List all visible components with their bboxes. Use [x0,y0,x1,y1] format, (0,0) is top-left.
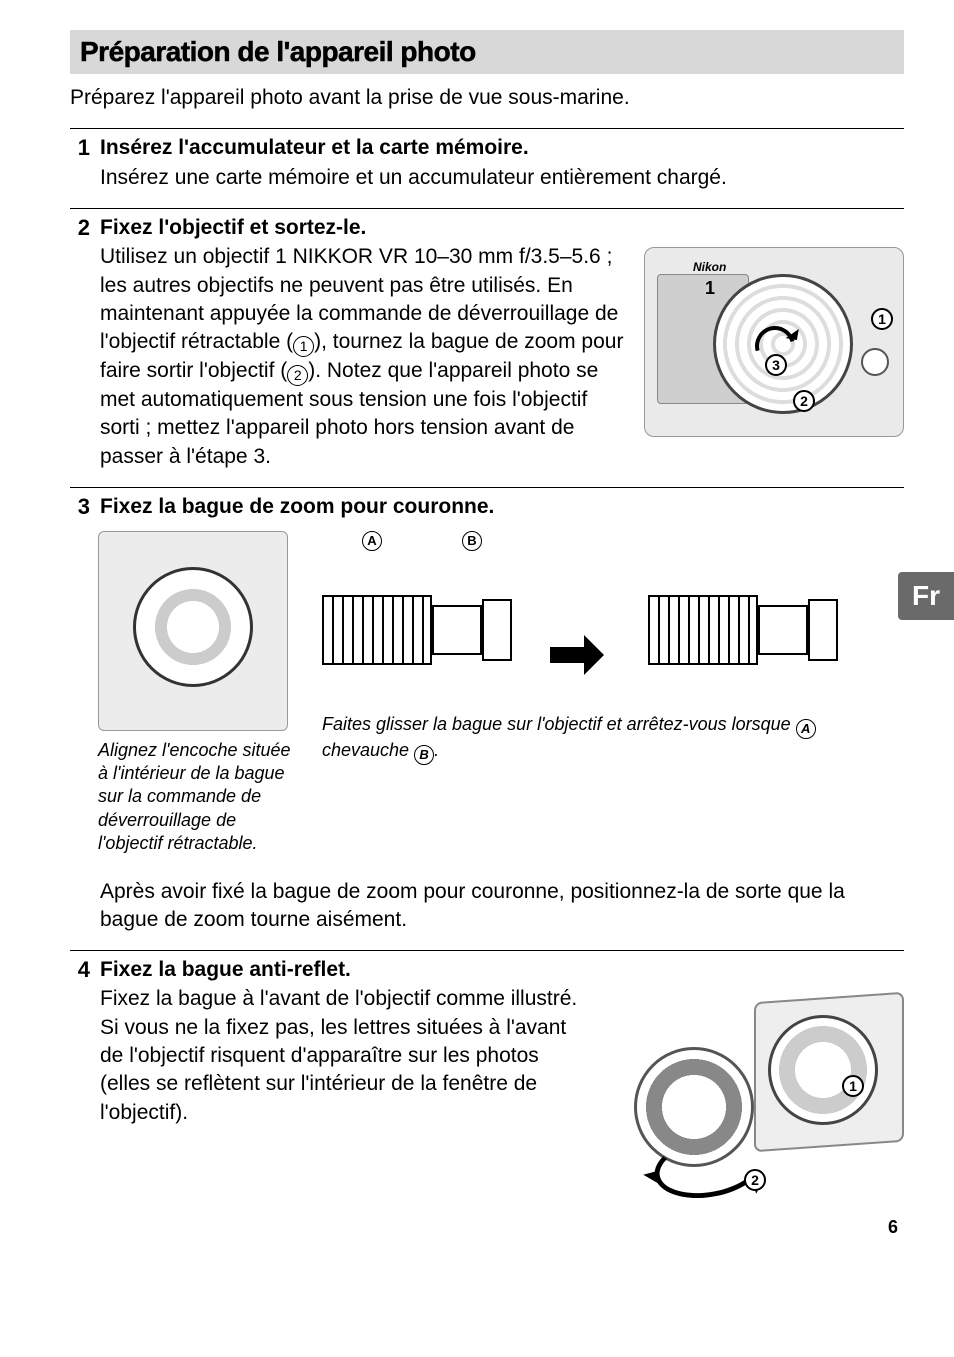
step-text-col: Utilisez un objectif 1 NIKKOR VR 10–30 m… [100,241,626,471]
barrel-icon [648,595,758,665]
step-body: Fixez l'objectif et sortez-le. Utilisez … [100,215,904,471]
section-title: Préparation de l'appareil photo [80,36,894,68]
divider [70,128,904,129]
lens-slide-row [322,555,904,705]
inline-badge-2: 2 [287,365,308,386]
step-number: 3 [70,494,90,520]
lens-diagram-after [618,555,858,705]
step-number: 4 [70,957,90,1197]
step-text: Fixez la bague à l'avant de l'objectif c… [100,985,586,1127]
brand-label: Nikon [693,260,726,274]
step-title: Fixez la bague anti-reflet. [100,957,904,983]
step3-after-text: Après avoir fixé la bague de zoom pour c… [100,878,904,935]
figure-camera: Nikon 1 1 2 3 [644,247,904,437]
arrow-right-icon [550,635,610,675]
divider [70,487,904,488]
step-3: 3 Fixez la bague de zoom pour couronne. [70,494,904,520]
step-title: Insérez l'accumulateur et la carte mémoi… [100,135,904,161]
figure-caption: Alignez l'encoche située à l'intérieur d… [98,739,298,856]
step-row: Fixez la bague à l'avant de l'objectif c… [100,983,904,1197]
label-b: B [462,531,482,551]
divider [70,950,904,951]
ext-icon [432,605,482,655]
step-title: Fixez la bague de zoom pour couronne. [100,494,904,520]
dial-icon [861,348,889,376]
inline-label-a: A [796,719,816,739]
page: Préparation de l'appareil photo Préparez… [0,0,954,1258]
figure-zoom-ring-front [98,531,288,731]
step-body: Fixez la bague anti-reflet. Fixez la bag… [100,957,904,1197]
inline-badge-1: 1 [293,336,314,357]
figure-col-2: A B Faites glisser la bague sur l'object… [322,531,904,766]
step-number: 2 [70,215,90,471]
ext-icon [758,605,808,655]
step-2: 2 Fixez l'objectif et sortez-le. Utilise… [70,215,904,471]
step-text-col: Fixez la bague à l'avant de l'objectif c… [100,983,586,1127]
callout-badge-2: 2 [793,390,815,412]
caption-part: chevauche [322,740,414,760]
step-text: Insérez une carte mémoire et un accumula… [100,164,904,192]
lens-front-icon [133,567,253,687]
tip-icon [482,599,512,661]
page-number: 6 [70,1217,904,1238]
lens-face-icon [768,1015,878,1125]
caption-part: . [434,740,439,760]
step-1: 1 Insérez l'accumulateur et la carte mém… [70,135,904,192]
step-body: Insérez l'accumulateur et la carte mémoi… [100,135,904,192]
step-number: 1 [70,135,90,192]
divider [70,208,904,209]
step-4: 4 Fixez la bague anti-reflet. Fixez la b… [70,957,904,1197]
series-label: 1 [705,278,715,299]
section-intro: Préparez l'appareil photo avant la prise… [70,84,904,112]
language-tab: Fr [898,572,954,620]
caption-part: Faites glisser la bague sur l'objectif e… [322,714,796,734]
lens-diagram-before [322,555,542,705]
label-a: A [362,531,382,551]
step3-figures: Alignez l'encoche située à l'intérieur d… [98,531,904,856]
callout-badge-1: 1 [871,308,893,330]
tip-icon [808,599,838,661]
inline-label-b: B [414,745,434,765]
figure-anti-reflect-ring: 1 2 [604,987,904,1197]
section-title-bar: Préparation de l'appareil photo [70,30,904,74]
ab-labels: A B [322,531,904,555]
barrel-icon [322,595,432,665]
step-body: Fixez la bague de zoom pour couronne. [100,494,904,520]
step-row: Utilisez un objectif 1 NIKKOR VR 10–30 m… [100,241,904,471]
step-title: Fixez l'objectif et sortez-le. [100,215,904,241]
figure-col-1: Alignez l'encoche située à l'intérieur d… [98,531,298,856]
figure-caption: Faites glisser la bague sur l'objectif e… [322,713,904,766]
step-text: Utilisez un objectif 1 NIKKOR VR 10–30 m… [100,243,626,471]
